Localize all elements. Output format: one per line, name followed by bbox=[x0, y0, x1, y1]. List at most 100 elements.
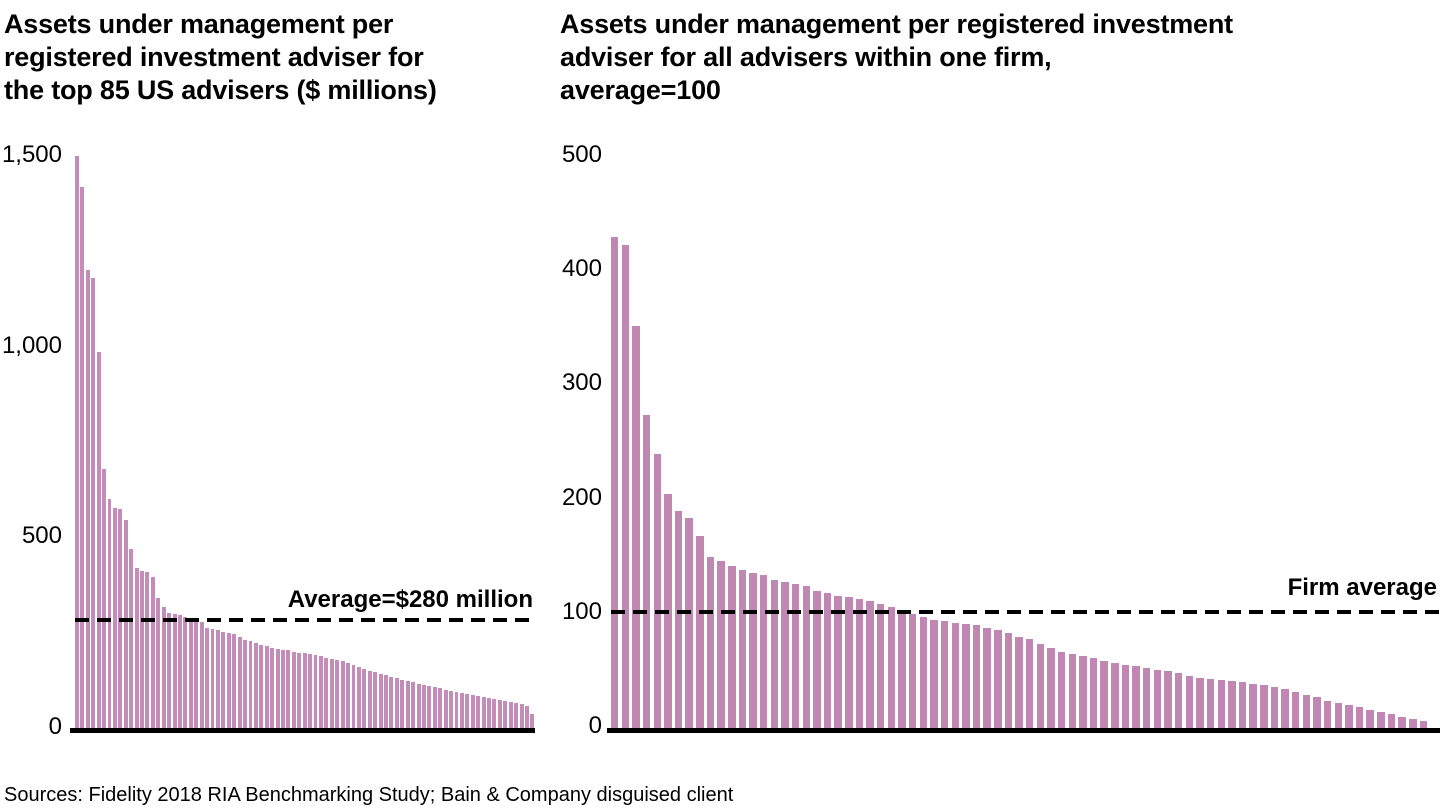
bar bbox=[394, 678, 399, 728]
bar bbox=[389, 676, 394, 728]
bar bbox=[281, 649, 285, 728]
bar bbox=[335, 659, 340, 728]
bar bbox=[1143, 667, 1151, 728]
bar bbox=[653, 453, 662, 728]
bar bbox=[232, 634, 237, 728]
bar bbox=[611, 236, 619, 728]
bar bbox=[134, 567, 139, 728]
bar bbox=[313, 655, 318, 728]
bar bbox=[291, 651, 296, 728]
bar bbox=[400, 679, 405, 728]
average-line-label: Average=$280 million bbox=[287, 586, 533, 613]
bar bbox=[1398, 716, 1406, 728]
bar bbox=[346, 662, 351, 728]
bar bbox=[422, 684, 426, 728]
bar bbox=[275, 648, 280, 728]
right-chart-bars bbox=[611, 155, 1428, 728]
bar bbox=[351, 664, 356, 728]
bar bbox=[1089, 658, 1098, 728]
y-tick-label: 300 bbox=[561, 369, 602, 396]
bar bbox=[167, 612, 172, 728]
bar bbox=[1270, 686, 1279, 728]
bar bbox=[237, 637, 242, 728]
bar bbox=[481, 697, 486, 728]
bar bbox=[1355, 707, 1364, 728]
bar bbox=[519, 704, 524, 728]
bar bbox=[908, 613, 917, 728]
bar bbox=[1249, 683, 1257, 728]
bar bbox=[706, 556, 715, 728]
bar bbox=[487, 697, 491, 728]
bar bbox=[1281, 689, 1289, 728]
bar bbox=[1206, 678, 1215, 728]
bar bbox=[1047, 648, 1055, 728]
average-dashed-line bbox=[75, 618, 533, 622]
firm-average-dashed-line bbox=[611, 610, 1440, 614]
bar bbox=[1377, 712, 1385, 728]
bar bbox=[302, 653, 307, 728]
bar bbox=[384, 675, 388, 728]
bar bbox=[1153, 669, 1162, 728]
bar bbox=[449, 691, 454, 728]
bar bbox=[791, 584, 800, 728]
bar bbox=[140, 570, 144, 728]
left-chart-y-axis: 0 500 1,000 1,500 bbox=[0, 0, 62, 810]
y-tick-label: 1,500 bbox=[1, 141, 62, 168]
bar bbox=[1164, 670, 1172, 728]
bar bbox=[823, 593, 832, 728]
source-note: Sources: Fidelity 2018 RIA Benchmarking … bbox=[4, 784, 734, 806]
bar bbox=[416, 683, 421, 728]
bar bbox=[834, 595, 842, 728]
bar bbox=[356, 666, 361, 728]
bar bbox=[855, 599, 864, 728]
bar bbox=[205, 628, 210, 728]
bar bbox=[1217, 680, 1225, 728]
bar bbox=[454, 692, 459, 728]
bar bbox=[270, 647, 275, 728]
bar bbox=[930, 619, 938, 728]
left-chart-x-axis-baseline bbox=[70, 728, 535, 733]
bar bbox=[887, 606, 896, 728]
bar bbox=[898, 610, 906, 728]
bar bbox=[1036, 643, 1045, 728]
bar bbox=[215, 630, 220, 728]
bar bbox=[112, 507, 117, 728]
bar bbox=[129, 548, 134, 728]
bar bbox=[994, 629, 1002, 728]
bar bbox=[1057, 651, 1066, 728]
bar bbox=[318, 656, 323, 728]
left-chart-title: Assets under management per registered i… bbox=[4, 9, 437, 105]
bar bbox=[308, 654, 313, 728]
bar bbox=[951, 622, 959, 728]
bar bbox=[492, 699, 497, 728]
bar bbox=[178, 615, 182, 728]
bar bbox=[674, 511, 683, 728]
left-chart-bars bbox=[75, 155, 535, 728]
bar bbox=[1100, 660, 1108, 728]
bar bbox=[259, 644, 264, 728]
bar bbox=[1185, 675, 1194, 728]
bar bbox=[497, 699, 502, 728]
bar bbox=[432, 687, 437, 728]
bar bbox=[427, 686, 432, 728]
bar bbox=[411, 682, 416, 728]
bar bbox=[465, 694, 470, 728]
bar bbox=[1302, 694, 1311, 728]
bar bbox=[378, 673, 383, 728]
bar bbox=[877, 603, 885, 728]
bar bbox=[759, 575, 768, 728]
bar bbox=[443, 689, 448, 728]
bar bbox=[1025, 638, 1034, 728]
bar bbox=[1132, 666, 1140, 728]
bar bbox=[983, 627, 991, 728]
bar bbox=[243, 639, 247, 728]
bar bbox=[685, 517, 693, 728]
bar bbox=[102, 468, 107, 728]
bar bbox=[226, 633, 231, 728]
bar bbox=[91, 278, 96, 728]
bar bbox=[1015, 636, 1023, 728]
bar bbox=[324, 657, 329, 728]
bar bbox=[632, 326, 640, 728]
bar bbox=[696, 536, 704, 728]
